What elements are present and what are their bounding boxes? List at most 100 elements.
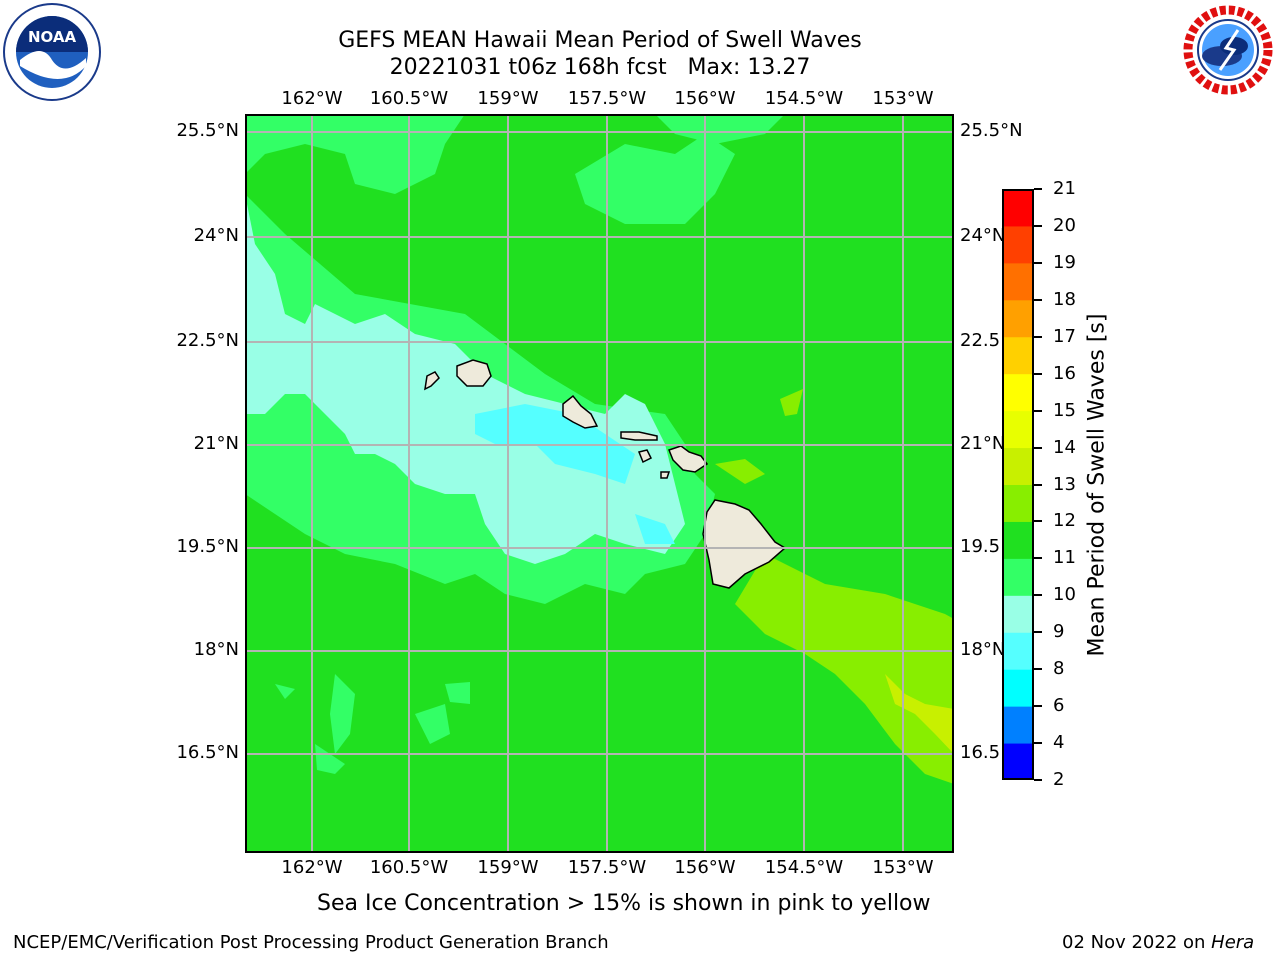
colorbar-tick-label: 20	[1053, 214, 1076, 236]
colorbar-segment	[1002, 336, 1034, 375]
lat-tick-label-left: 19.5°N	[176, 536, 239, 557]
colorbar-tick	[1034, 520, 1042, 523]
colorbar-segment	[1002, 484, 1034, 522]
lat-tick-label-right: 22.5	[960, 330, 1001, 351]
contour-8-9	[635, 514, 675, 544]
lat-tick-label-right: 25.5°N	[960, 120, 1023, 141]
colorbar-tick	[1034, 779, 1042, 781]
lon-tick-label-bottom: 157.5°W	[567, 857, 647, 878]
lon-tick-label-top: 160.5°W	[369, 88, 449, 109]
contour-10-11	[415, 704, 450, 744]
colorbar-tick	[1034, 631, 1042, 634]
map-title: GEFS MEAN Hawaii Mean Period of Swell Wa…	[338, 28, 862, 53]
colorbar-segment	[1002, 225, 1034, 264]
lon-tick-label-top: 153°W	[872, 88, 934, 109]
island-lanai	[637, 449, 653, 464]
colorbar-tick	[1034, 742, 1042, 745]
colorbar-tick-label: 13	[1053, 473, 1076, 495]
contour-10-11	[330, 674, 355, 754]
colorbar-segment	[1002, 669, 1034, 707]
lon-tick-label-bottom: 156°W	[674, 857, 736, 878]
colorbar-frame	[1002, 189, 1034, 780]
colorbar-tick	[1034, 188, 1042, 190]
colorbar-tick	[1034, 335, 1042, 338]
colorbar-tick-label: 17	[1053, 325, 1076, 347]
lat-tick-label-left: 18°N	[193, 639, 239, 660]
island-molokai	[620, 431, 658, 441]
noaa-logo: NOAA	[2, 2, 102, 102]
colorbar-segment	[1002, 262, 1034, 301]
colorbar-tick	[1034, 594, 1042, 597]
lon-tick-label-bottom: 154.5°W	[764, 857, 844, 878]
lat-tick-label-right: 21°N	[960, 433, 1006, 454]
island-maui	[668, 445, 709, 473]
lon-tick-label-top: 156°W	[674, 88, 736, 109]
colorbar-tick	[1034, 409, 1042, 412]
colorbar-tick	[1034, 224, 1042, 227]
colorbar-tick-label: 18	[1053, 288, 1076, 310]
colorbar-segment	[1002, 447, 1034, 485]
lon-tick-label-top: 162°W	[281, 88, 343, 109]
colorbar-tick	[1034, 446, 1042, 449]
lat-tick-label-left: 16.5°N	[176, 742, 239, 763]
contour-10-11	[655, 114, 785, 144]
island-kauai	[456, 359, 492, 387]
contour-12-13	[780, 389, 803, 416]
lat-tick-label-left: 24°N	[193, 225, 239, 246]
colorbar-tick	[1034, 557, 1042, 560]
contour-10-11	[575, 134, 735, 224]
colorbar-tick	[1034, 705, 1042, 708]
lat-tick-label-left: 21°N	[193, 433, 239, 454]
colorbar-tick-label: 12	[1053, 510, 1076, 532]
colorbar-label: Mean Period of Swell Waves [s]	[1084, 313, 1110, 657]
lat-tick-label-right: 24°N	[960, 225, 1006, 246]
colorbar-segment	[1002, 373, 1034, 412]
hawaiian-islands	[424, 359, 787, 589]
footer-date-text: 02 Nov 2022 on	[1062, 932, 1212, 953]
colorbar-tick-label: 11	[1053, 547, 1076, 569]
colorbar-segment	[1002, 706, 1034, 744]
colorbar-segment	[1002, 410, 1034, 449]
sea-ice-caption: Sea Ice Concentration > 15% is shown in …	[317, 891, 931, 916]
colorbar-tick	[1034, 372, 1042, 375]
footer-host: Hera	[1211, 932, 1255, 953]
colorbar-segment	[1002, 743, 1034, 780]
contour-10-11	[275, 684, 295, 699]
contour-12-13	[715, 459, 765, 484]
lon-tick-label-bottom: 153°W	[872, 857, 934, 878]
colorbar-tick-label: 14	[1053, 436, 1076, 458]
contour-12-13	[735, 554, 954, 784]
lon-tick-label-bottom: 160.5°W	[369, 857, 449, 878]
island-kahoolawe	[660, 471, 671, 479]
map-subtitle: 20221031 t06z 168h fcst Max: 13.27	[389, 55, 811, 80]
colorbar-tick-label: 10	[1053, 584, 1076, 606]
colorbar-tick-label: 21	[1053, 178, 1076, 199]
colorbar-segment	[1002, 521, 1034, 559]
contour-10-11	[315, 744, 345, 774]
colorbar-segment	[1002, 299, 1034, 338]
colorbar-segment	[1002, 595, 1034, 633]
colorbar-segment	[1002, 558, 1034, 596]
colorbar-tick-label: 9	[1053, 621, 1065, 643]
island-oahu	[562, 394, 599, 429]
colorbar-tick	[1034, 298, 1042, 301]
lat-tick-label-left: 22.5°N	[176, 330, 239, 351]
colorbar-tick-label: 8	[1053, 658, 1065, 680]
map-frame	[245, 114, 954, 853]
svg-text:NOAA: NOAA	[28, 28, 77, 46]
lon-tick-label-bottom: 162°W	[281, 857, 343, 878]
graticule	[245, 114, 954, 853]
lat-tick-label-left: 25.5°N	[176, 120, 239, 141]
island-niihau	[424, 371, 440, 391]
lat-tick-label-right: 16.5	[960, 742, 1001, 763]
colorbar-tick-label: 4	[1053, 732, 1065, 754]
colorbar-tick	[1034, 668, 1042, 671]
lat-tick-label-right: 19.5	[960, 536, 1001, 557]
lon-tick-label-top: 154.5°W	[764, 88, 844, 109]
colorbar-segment	[1002, 189, 1034, 227]
swell-period-map	[245, 114, 954, 853]
lat-tick-label-right: 18°N	[960, 639, 1006, 660]
colorbar-tick-label: 16	[1053, 362, 1076, 384]
colorbar-segment	[1002, 632, 1034, 670]
footer-credit: NCEP/EMC/Verification Post Processing Pr…	[13, 932, 609, 953]
